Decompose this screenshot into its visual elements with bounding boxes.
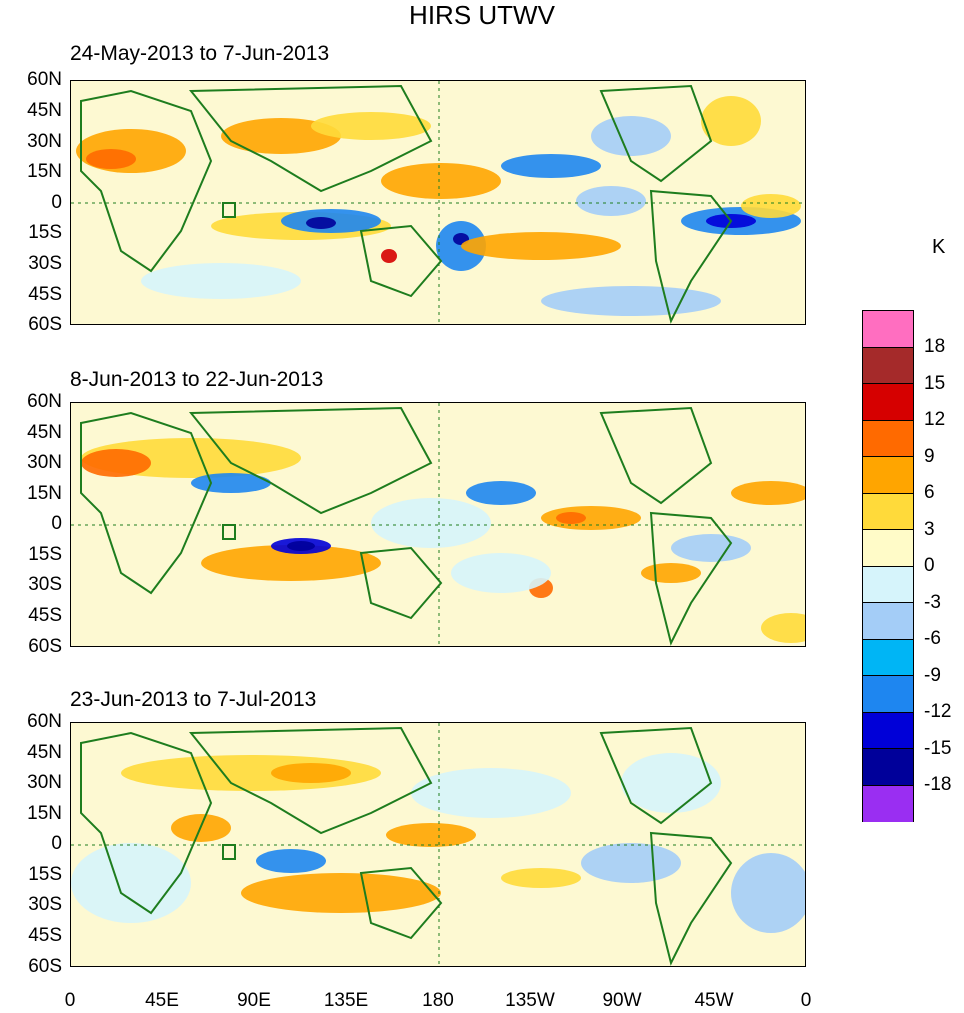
colorbar [862, 310, 914, 822]
colorbar-label: -15 [924, 738, 952, 759]
colorbar-swatch [863, 384, 913, 421]
lon-label: 135E [323, 990, 369, 1011]
colorbar-swatch [863, 676, 913, 713]
colorbar-swatch [863, 785, 913, 822]
colorbar-swatch [863, 639, 913, 676]
lat-label: 45S [28, 284, 62, 305]
panel-1-title: 24-May-2013 to 7-Jun-2013 [70, 42, 330, 65]
lat-label: 60N [27, 711, 62, 732]
colorbar-swatch [863, 420, 913, 457]
colorbar-swatch [863, 712, 913, 749]
colorbar-label: -6 [924, 628, 941, 649]
colorbar-label: 12 [924, 409, 946, 430]
lon-label: 135W [505, 990, 555, 1011]
lat-label: 30N [27, 452, 62, 473]
lon-label: 180 [422, 990, 454, 1011]
lat-label: 60S [28, 956, 62, 977]
lat-label: 45S [28, 925, 62, 946]
lat-label: 45N [27, 742, 62, 763]
lat-label: 45S [28, 605, 62, 626]
lon-label: 90W [602, 990, 642, 1011]
lat-label: 15S [28, 864, 62, 885]
coastline [80, 726, 733, 966]
colorbar-swatch [863, 603, 913, 640]
colorbar-swatch [863, 493, 913, 530]
colorbar-label: -12 [924, 701, 952, 722]
lat-label: 30N [27, 772, 62, 793]
lon-label: 0 [64, 990, 76, 1011]
lon-label: 0 [800, 990, 812, 1011]
colorbar-swatch [863, 530, 913, 567]
lon-label: 90E [237, 990, 271, 1011]
panel-1-map [70, 80, 806, 325]
colorbar-swatch [863, 311, 913, 348]
lat-label: 15S [28, 544, 62, 565]
lat-label: 60S [28, 636, 62, 657]
colorbar-label: -18 [924, 774, 952, 795]
lon-label: 45W [694, 990, 734, 1011]
lat-label: 15N [27, 483, 62, 504]
lon-label: 45E [145, 990, 179, 1011]
lat-label: 30S [28, 894, 62, 915]
lat-label: 60N [27, 391, 62, 412]
lat-label: 45N [27, 422, 62, 443]
panel-3-title: 23-Jun-2013 to 7-Jul-2013 [70, 688, 317, 711]
lat-label: 30S [28, 253, 62, 274]
colorbar-label: 3 [924, 519, 935, 540]
lat-label: 0 [51, 513, 62, 534]
lat-label: 0 [51, 833, 62, 854]
panel-2-map [70, 402, 806, 647]
lat-label: 60S [28, 314, 62, 335]
colorbar-label: 6 [924, 482, 935, 503]
lat-label: 60N [27, 69, 62, 90]
lat-label: 30S [28, 574, 62, 595]
lat-label: 15S [28, 222, 62, 243]
colorbar-label: -3 [924, 592, 941, 613]
colorbar-label: 18 [924, 336, 946, 357]
coastline [80, 406, 733, 646]
panel-2-title: 8-Jun-2013 to 22-Jun-2013 [70, 368, 324, 391]
anomaly-field [71, 753, 805, 933]
lat-label: 30N [27, 131, 62, 152]
lat-label: 15N [27, 161, 62, 182]
colorbar-unit: K [932, 236, 946, 258]
lat-label: 45N [27, 100, 62, 121]
figure-title: HIRS UTWV [409, 0, 555, 30]
anomaly-field [81, 438, 805, 643]
colorbar-swatch [863, 457, 913, 494]
colorbar-label: -9 [924, 665, 941, 686]
colorbar-swatch [863, 749, 913, 786]
lat-label: 15N [27, 803, 62, 824]
colorbar-label: 15 [924, 373, 946, 394]
colorbar-swatch [863, 347, 913, 384]
colorbar-swatch [863, 566, 913, 603]
panel-3-map [70, 722, 806, 967]
anomaly-field [76, 96, 801, 316]
colorbar-label: 9 [924, 446, 935, 467]
colorbar-label: 0 [924, 555, 935, 576]
lat-label: 0 [51, 192, 62, 213]
coastline [80, 84, 733, 324]
